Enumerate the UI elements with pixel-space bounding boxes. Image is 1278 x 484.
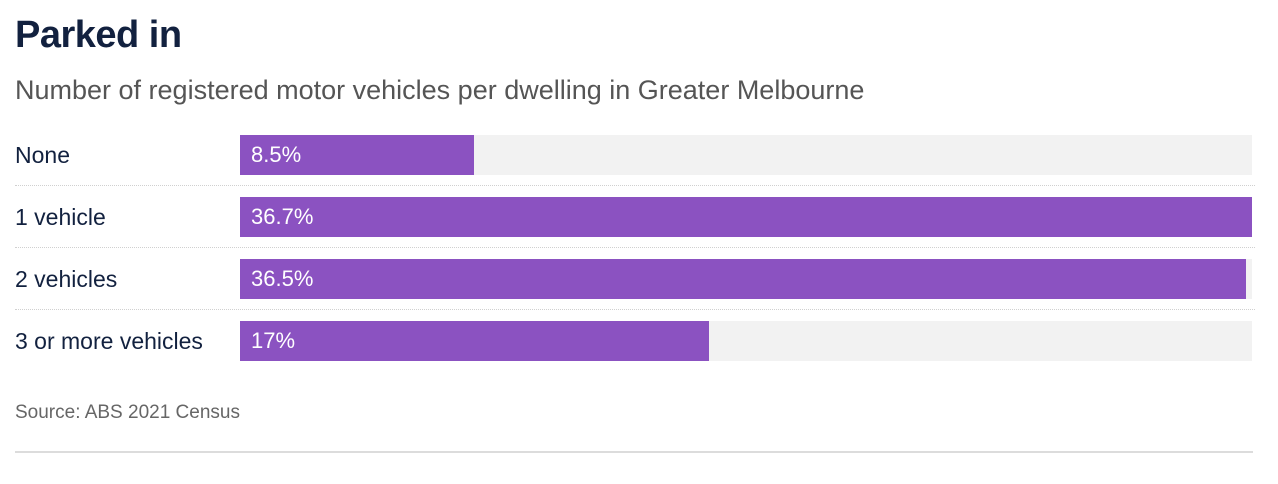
- chart-title: Parked in: [15, 14, 182, 56]
- chart-subtitle: Number of registered motor vehicles per …: [15, 75, 865, 105]
- category-label: 2 vehicles: [15, 266, 118, 292]
- bar: [240, 197, 1252, 237]
- category-label: 1 vehicle: [15, 204, 106, 230]
- bar-chart: None 8.5% 1 vehicle 36.7% 2 vehicles 36.5% 3 o…: [15, 125, 1255, 373]
- chart-source: Source: ABS 2021 Census: [15, 402, 240, 423]
- value-label: 36.5%: [251, 266, 314, 291]
- row-divider: [15, 185, 1255, 186]
- bar: [240, 321, 709, 361]
- bar-track: 36.5%: [240, 259, 1252, 299]
- value-label: 36.7%: [251, 204, 314, 229]
- bar: [240, 259, 1247, 299]
- row-divider: [15, 309, 1255, 310]
- value-label: 8.5%: [251, 142, 302, 167]
- bar: [240, 135, 475, 175]
- bar-row: 1 vehicle 36.7%: [15, 187, 1255, 249]
- bar-row: 3 or more vehicles 17%: [15, 311, 1255, 373]
- category-label: None: [15, 142, 70, 168]
- bar-row: 2 vehicles 36.5%: [15, 249, 1255, 311]
- category-label: 3 or more vehicles: [15, 328, 203, 354]
- bar-row: None 8.5%: [15, 125, 1255, 187]
- bar-track: 17%: [240, 321, 1252, 361]
- bar-track: 36.7%: [240, 197, 1252, 237]
- row-divider: [15, 247, 1255, 248]
- value-label: 17%: [251, 328, 296, 353]
- bar-track: 8.5%: [240, 135, 1252, 175]
- footer-divider: [15, 451, 1253, 453]
